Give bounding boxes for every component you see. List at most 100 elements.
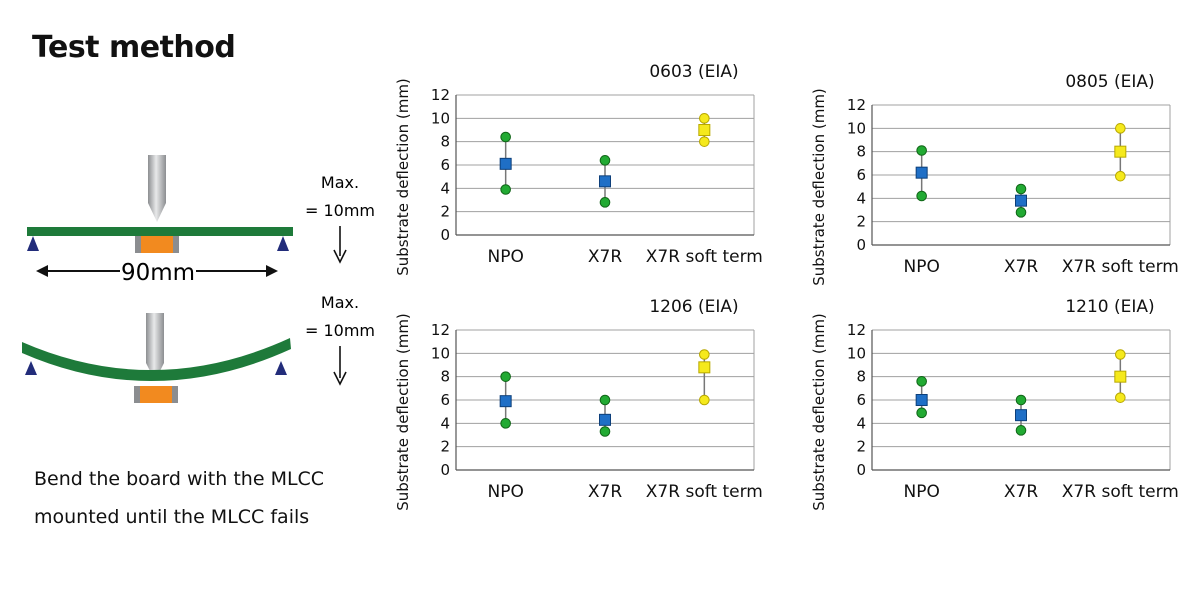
- range-point: [1015, 394, 1027, 406]
- chart-title-0603: 0603 (EIA): [649, 62, 739, 82]
- y-tick-label: 0: [440, 226, 450, 244]
- bend-test-diagram: 90mm Max. = 10mm Max. = 10mm: [22, 155, 375, 403]
- x-category-label: X7R: [1004, 482, 1038, 502]
- mean-point: [499, 157, 512, 170]
- range-point: [699, 136, 710, 147]
- y-axis-title: Substrate deflection (mm): [810, 88, 828, 286]
- x-category-label: X7R soft term: [1062, 482, 1179, 502]
- mlcc-component-top: [135, 236, 179, 253]
- range-point: [500, 371, 511, 382]
- down-arrow-top: [333, 226, 347, 264]
- y-tick-label: 8: [440, 368, 450, 386]
- y-tick-label: 12: [847, 321, 866, 339]
- x-category-label: NPO: [487, 247, 523, 267]
- description-line-1: Bend the board with the MLCC: [34, 468, 325, 490]
- x-category-label: X7R: [588, 247, 622, 267]
- range-point: [1015, 425, 1027, 436]
- y-tick-label: 2: [440, 438, 450, 456]
- mean-point: [499, 395, 512, 408]
- y-tick-label: 8: [440, 133, 450, 151]
- y-axis-title: Substrate deflection (mm): [394, 78, 412, 276]
- range-point: [500, 418, 511, 429]
- x-category-label: NPO: [903, 257, 939, 277]
- chart-1210: 1210 (EIA) 0 2 4 6 8 10 12 NPO X7R X7R soft term S…: [810, 297, 1200, 511]
- mean-point: [915, 394, 928, 406]
- range-point: [699, 349, 710, 360]
- chart-plot-svg: 0 2 4 6 8 10 12 NPO X7R X7R soft term Substrate de…: [394, 78, 763, 276]
- y-tick-label: 12: [847, 96, 866, 114]
- down-arrow-bottom: [333, 346, 347, 386]
- y-tick-label: 12: [431, 86, 450, 104]
- y-axis-title: Substrate deflection (mm): [394, 313, 412, 511]
- chart-plot-svg: 0 2 4 6 8 10 12 NPO X7R X7R soft term Substrate de…: [810, 88, 1179, 286]
- range-point: [1115, 392, 1126, 403]
- y-tick-label: 0: [440, 461, 450, 479]
- pcb-board-flat: [27, 227, 293, 236]
- support-right-top: [277, 236, 289, 251]
- y-tick-label: 10: [431, 109, 450, 127]
- range-point: [1115, 123, 1126, 134]
- support-right-bottom: [275, 361, 287, 375]
- mlcc-component-bottom: [134, 386, 178, 403]
- y-tick-label: 4: [440, 179, 450, 197]
- y-tick-label: 0: [856, 461, 866, 479]
- mean-point: [599, 413, 611, 426]
- y-tick-label: 2: [440, 203, 450, 221]
- page-title: Test method: [32, 30, 236, 65]
- max-label-top-1: Max.: [321, 173, 359, 192]
- chart-0805: 0805 (EIA) 0 2 4 6 8 10 12 NPO X7R X7R soft term S…: [810, 72, 1200, 286]
- range-point: [916, 190, 927, 202]
- chart-title-1206: 1206 (EIA): [649, 297, 739, 317]
- mean-point: [1015, 194, 1027, 207]
- y-tick-label: 10: [847, 119, 866, 137]
- mean-point: [1114, 370, 1127, 383]
- range-point: [599, 197, 611, 208]
- y-tick-label: 10: [431, 344, 450, 362]
- range-point: [599, 394, 611, 406]
- y-tick-label: 0: [856, 236, 866, 254]
- x-category-label: NPO: [903, 482, 939, 502]
- span-label: 90mm: [121, 260, 195, 286]
- y-tick-label: 4: [440, 414, 450, 432]
- max-label-bottom-1: Max.: [321, 293, 359, 312]
- range-point: [1015, 207, 1027, 218]
- chart-1206: 1206 (EIA) 0 2 4 6 8 10 12 NPO X7R X7R soft term S…: [394, 297, 784, 511]
- x-category-label: NPO: [487, 482, 523, 502]
- range-point: [1015, 183, 1027, 195]
- chart-0603: 0603 (EIA) 0 2 4 6 8 10 12 NPO X7R X7R soft term S…: [394, 62, 784, 276]
- y-tick-label: 2: [856, 213, 866, 231]
- range-point: [500, 131, 511, 143]
- mean-point: [599, 175, 611, 188]
- y-tick-label: 4: [856, 414, 866, 432]
- x-category-label: X7R soft term: [646, 482, 763, 502]
- range-point: [916, 376, 927, 387]
- chart-title-1210: 1210 (EIA): [1065, 297, 1155, 317]
- mean-point: [1015, 409, 1027, 422]
- mean-point: [1114, 145, 1127, 158]
- probe-top: [148, 155, 166, 222]
- max-label-top-2: = 10mm: [305, 201, 375, 220]
- description-line-2: mounted until the MLCC fails: [34, 506, 310, 528]
- span-arrow: [36, 265, 278, 277]
- pcb-board-bent: [22, 338, 291, 382]
- range-point: [916, 145, 927, 156]
- y-tick-label: 2: [856, 438, 866, 456]
- y-tick-label: 8: [856, 143, 866, 161]
- max-label-bottom-2: = 10mm: [305, 321, 375, 340]
- y-tick-label: 6: [440, 391, 450, 409]
- mean-point: [698, 361, 711, 374]
- range-point: [699, 394, 710, 406]
- y-tick-label: 6: [856, 166, 866, 184]
- y-tick-label: 6: [856, 391, 866, 409]
- x-category-label: X7R: [588, 482, 622, 502]
- y-tick-label: 10: [847, 344, 866, 362]
- y-tick-label: 4: [856, 189, 866, 207]
- x-category-label: X7R soft term: [646, 247, 763, 267]
- y-axis-title: Substrate deflection (mm): [810, 313, 828, 511]
- mean-point: [698, 124, 711, 136]
- y-tick-label: 8: [856, 368, 866, 386]
- range-point: [500, 184, 511, 195]
- support-left-bottom: [25, 361, 37, 375]
- range-point: [599, 155, 611, 166]
- range-point: [1115, 170, 1126, 182]
